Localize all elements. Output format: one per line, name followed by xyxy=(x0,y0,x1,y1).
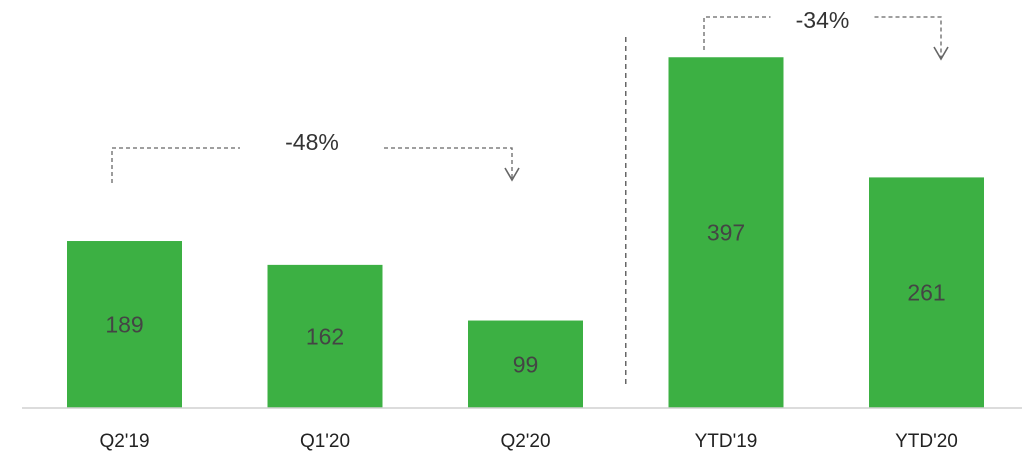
category-label: YTD'19 xyxy=(695,431,758,452)
bar-Q2'20 xyxy=(468,320,583,408)
arrow-down-icon xyxy=(504,167,520,182)
category-label: YTD'20 xyxy=(895,431,958,452)
bar-Q1'20 xyxy=(267,264,383,408)
annotation-left-bracket xyxy=(111,147,240,183)
bar-value-label: 189 xyxy=(105,312,143,338)
category-label: Q1'20 xyxy=(300,431,350,452)
change-annotation-quarter: -48% xyxy=(111,129,520,183)
bar-Q2'19 xyxy=(67,241,182,408)
annotation-label: -48% xyxy=(285,129,339,155)
annotation-left-bracket xyxy=(703,16,771,50)
arrow-down-icon xyxy=(933,46,949,61)
annotation-label: -34% xyxy=(796,7,850,33)
annotation-right-bracket xyxy=(384,147,513,180)
bar-value-label: 261 xyxy=(907,280,945,306)
bars-group xyxy=(67,57,984,409)
bar-value-label: 397 xyxy=(707,220,745,246)
bar-labels-group: 189 162 99 397 261 xyxy=(105,220,945,378)
annotation-right-bracket xyxy=(874,16,942,59)
category-labels-group: Q2'19 Q1'20 Q2'20 YTD'19 YTD'20 xyxy=(99,431,957,452)
category-label: Q2'20 xyxy=(500,431,550,452)
change-annotation-ytd: -34% xyxy=(703,7,949,61)
bar-YTD'19 xyxy=(668,57,784,409)
bar-value-label: 99 xyxy=(513,351,539,377)
bar-YTD'20 xyxy=(869,177,984,408)
bar-value-label: 162 xyxy=(306,323,344,349)
category-label: Q2'19 xyxy=(99,431,149,452)
